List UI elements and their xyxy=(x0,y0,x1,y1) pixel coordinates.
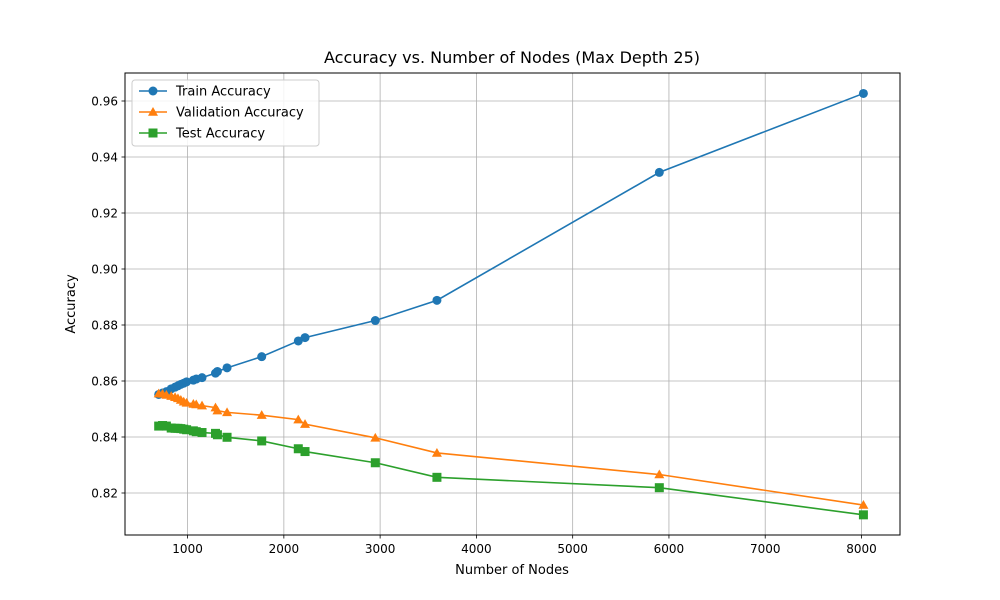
x-tick-label: 5000 xyxy=(557,542,588,556)
test-accuracy-point xyxy=(222,432,232,442)
y-tick-label: 0.94 xyxy=(91,151,118,165)
train-accuracy-point xyxy=(370,316,380,326)
validation-accuracy-point xyxy=(654,469,665,479)
validation-accuracy-point xyxy=(370,432,381,442)
test-accuracy-point xyxy=(212,430,222,440)
y-axis-label: Accuracy xyxy=(64,274,79,334)
test-accuracy-point xyxy=(293,444,303,454)
validation-accuracy-series xyxy=(153,388,869,509)
y-tick-label: 0.88 xyxy=(91,319,118,333)
y-tick-label: 0.86 xyxy=(91,375,118,389)
validation-accuracy-point xyxy=(191,399,202,409)
x-tick-label: 3000 xyxy=(365,542,396,556)
y-tick-label: 0.90 xyxy=(91,263,118,277)
validation-accuracy-point xyxy=(222,407,233,417)
train-accuracy-point xyxy=(858,88,868,98)
train-accuracy-point xyxy=(654,167,664,177)
y-tick-label: 0.96 xyxy=(91,95,118,109)
x-tick-label: 1000 xyxy=(172,542,203,556)
validation-accuracy-point xyxy=(197,400,208,410)
validation-accuracy-point xyxy=(431,447,442,457)
validation-accuracy-point xyxy=(256,410,267,419)
legend-swatch-marker xyxy=(148,128,158,138)
y-tick-label: 0.92 xyxy=(91,207,118,221)
train-accuracy-point xyxy=(212,366,222,376)
train-accuracy-point xyxy=(257,352,267,362)
test-accuracy-point xyxy=(161,421,171,431)
test-accuracy-point xyxy=(191,427,201,437)
test-accuracy-point xyxy=(432,472,442,482)
legend-swatch-marker xyxy=(148,86,158,96)
x-tick-label: 7000 xyxy=(750,542,781,556)
legend-label: Test Accuracy xyxy=(175,127,265,142)
plot-frame xyxy=(124,72,901,536)
legend-label: Train Accuracy xyxy=(175,85,271,100)
legend[interactable]: Train Accuracy Validation Accuracy Test Ac… xyxy=(131,79,320,147)
legend-item-validation-accuracy[interactable]: Validation Accuracy xyxy=(139,106,304,121)
train-accuracy-point xyxy=(197,373,207,383)
test-accuracy-series xyxy=(154,421,868,520)
chart-title: Accuracy vs. Number of Nodes (Max Depth … xyxy=(324,48,700,67)
validation-accuracy-point xyxy=(293,414,304,424)
y-tick-label: 0.84 xyxy=(91,431,118,445)
validation-accuracy-point xyxy=(858,500,869,509)
x-axis-label: Number of Nodes xyxy=(455,563,569,578)
x-tick-label: 6000 xyxy=(654,542,685,556)
train-accuracy-point xyxy=(293,336,303,346)
test-accuracy-point xyxy=(370,458,380,468)
legend-swatch-marker xyxy=(148,107,158,116)
plot-area xyxy=(125,73,900,535)
legend-item-train-accuracy[interactable]: Train Accuracy xyxy=(139,85,271,100)
grid-lines xyxy=(125,73,900,535)
validation-accuracy-point xyxy=(300,419,311,428)
test-accuracy-point xyxy=(654,483,664,493)
train-accuracy-point xyxy=(432,295,442,305)
data-series xyxy=(153,88,869,520)
test-accuracy-point xyxy=(257,436,267,446)
y-tick-label: 0.82 xyxy=(91,487,118,501)
x-tick-label: 4000 xyxy=(461,542,492,556)
train-accuracy-point xyxy=(222,363,232,373)
test-accuracy-point xyxy=(858,510,868,520)
test-accuracy-point xyxy=(197,428,207,438)
axis-ticks: 1000 2000 3000 4000 5000 6000 7000 8000 0.82 0.84… xyxy=(91,95,876,557)
x-tick-label: 2000 xyxy=(269,542,300,556)
validation-accuracy-point xyxy=(212,405,223,415)
x-tick-label: 8000 xyxy=(846,542,877,556)
validation-accuracy-point xyxy=(181,397,192,407)
train-accuracy-point xyxy=(182,377,192,387)
legend-label: Validation Accuracy xyxy=(176,106,304,121)
test-accuracy-point xyxy=(182,425,192,435)
legend-box xyxy=(131,79,320,147)
legend-item-test-accuracy[interactable]: Test Accuracy xyxy=(139,127,265,142)
train-accuracy-point xyxy=(300,333,310,343)
test-accuracy-point xyxy=(300,447,310,457)
